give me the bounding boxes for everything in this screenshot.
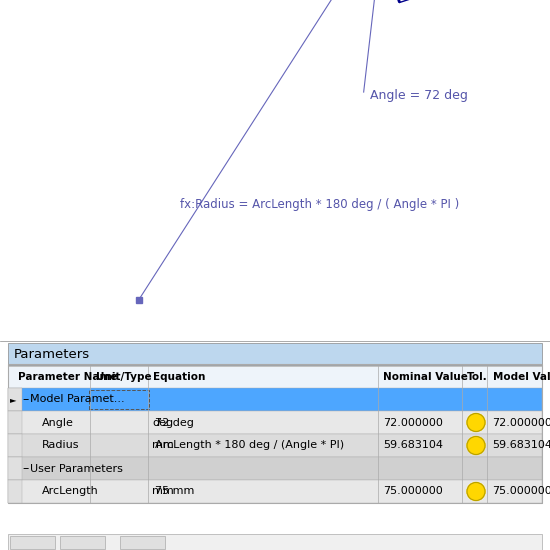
Bar — [8, 434, 22, 457]
Text: Model Value: Model Value — [493, 372, 550, 382]
Text: mm: mm — [152, 441, 174, 450]
Text: ArcLength: ArcLength — [42, 487, 99, 497]
Bar — [120, 536, 165, 549]
Bar — [8, 411, 542, 434]
Bar — [8, 366, 542, 388]
Bar — [8, 480, 22, 503]
Text: 72.000000: 72.000000 — [383, 417, 443, 427]
Text: 72.000000: 72.000000 — [492, 417, 550, 427]
Text: Parameter Name: Parameter Name — [18, 372, 118, 382]
Bar — [8, 411, 22, 434]
Text: Model Paramet...: Model Paramet... — [30, 394, 125, 404]
Bar — [8, 388, 22, 411]
Bar — [8, 343, 542, 365]
Bar — [89, 390, 149, 409]
Text: Equation: Equation — [153, 372, 205, 382]
Bar — [8, 434, 542, 457]
Circle shape — [467, 414, 485, 432]
Text: Angle: Angle — [42, 417, 74, 427]
Bar — [8, 364, 542, 503]
Text: User Parameters: User Parameters — [30, 464, 123, 474]
Text: 59.683104: 59.683104 — [492, 441, 550, 450]
Bar — [60, 536, 105, 549]
Text: fx:Radius = ArcLength * 180 deg / ( Angle * PI ): fx:Radius = ArcLength * 180 deg / ( Angl… — [179, 198, 459, 211]
Circle shape — [467, 437, 485, 454]
Text: –: – — [22, 462, 28, 475]
Text: Tol.: Tol. — [467, 372, 488, 382]
Bar — [8, 457, 542, 480]
Text: 75 mm: 75 mm — [155, 487, 194, 497]
Text: 72 deg: 72 deg — [155, 417, 194, 427]
Text: mm: mm — [152, 487, 174, 497]
Text: deg: deg — [152, 417, 173, 427]
Text: 59.683104: 59.683104 — [383, 441, 443, 450]
Text: 75.000000: 75.000000 — [492, 487, 550, 497]
Text: Angle = 72 deg: Angle = 72 deg — [371, 89, 469, 102]
Text: Nominal Value: Nominal Value — [383, 372, 468, 382]
Bar — [8, 480, 542, 503]
Text: ArcLength * 180 deg / (Angle * PI): ArcLength * 180 deg / (Angle * PI) — [155, 441, 344, 450]
Text: Unit/Type: Unit/Type — [96, 372, 152, 382]
Bar — [8, 457, 22, 480]
Text: 75.000000: 75.000000 — [383, 487, 443, 497]
Bar — [10, 536, 55, 549]
Text: ►: ► — [10, 395, 16, 404]
Text: Parameters: Parameters — [14, 348, 90, 360]
Bar — [8, 388, 542, 411]
Bar — [8, 534, 542, 550]
Circle shape — [467, 482, 485, 501]
Text: –: – — [22, 393, 28, 406]
Text: Radius: Radius — [42, 441, 80, 450]
